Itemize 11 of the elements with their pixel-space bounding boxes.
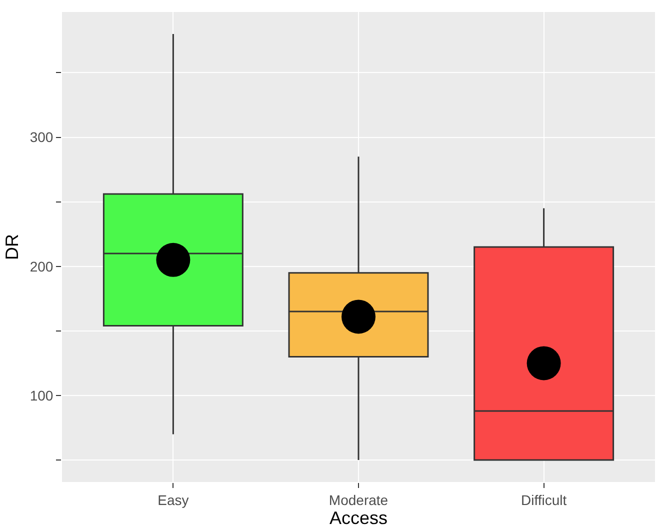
- x-tick-label: Difficult: [520, 492, 567, 508]
- y-tick-label: 100: [30, 387, 54, 404]
- y-axis-title: DR: [2, 234, 22, 260]
- x-axis-title: Access: [329, 508, 388, 528]
- y-tick-label: 200: [30, 258, 54, 274]
- point: [526, 346, 561, 380]
- x-tick-label: Easy: [158, 492, 189, 508]
- y-tick-label: 300: [30, 129, 54, 146]
- point: [342, 300, 376, 334]
- x-tick-label: Moderate: [328, 492, 388, 508]
- point: [156, 242, 190, 277]
